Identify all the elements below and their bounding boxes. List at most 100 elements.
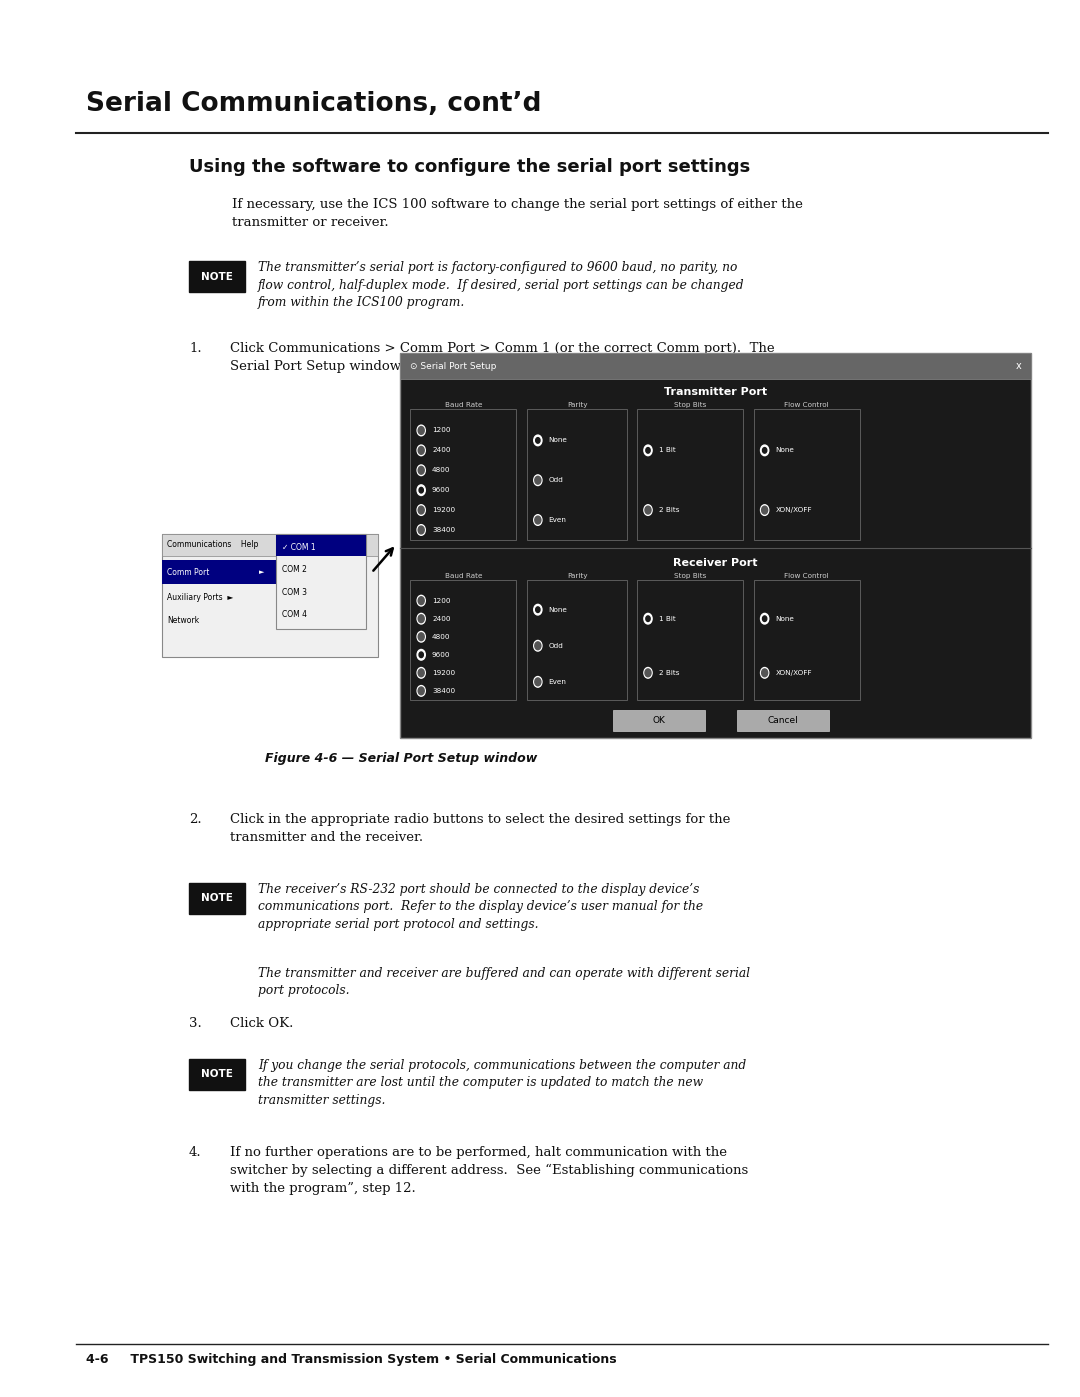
Text: 38400: 38400 [432,527,455,534]
Circle shape [418,467,424,474]
Circle shape [418,506,424,514]
FancyArrowPatch shape [374,549,393,570]
Circle shape [534,676,542,687]
Text: COM 2: COM 2 [282,566,307,574]
Text: Network: Network [167,616,200,624]
Text: COM 3: COM 3 [282,588,307,597]
Circle shape [418,426,424,434]
Text: None: None [549,437,567,443]
Text: XON/XOFF: XON/XOFF [775,507,812,513]
FancyBboxPatch shape [400,353,1031,379]
Circle shape [760,668,769,678]
Text: Using the software to configure the serial port settings: Using the software to configure the seri… [189,158,751,176]
Circle shape [417,686,426,696]
Circle shape [535,515,541,524]
Circle shape [417,485,426,496]
Circle shape [417,465,426,475]
Text: 1200: 1200 [432,598,450,604]
Text: NOTE: NOTE [201,271,233,282]
FancyBboxPatch shape [276,534,366,629]
Text: 1 Bit: 1 Bit [659,616,676,622]
Circle shape [534,514,542,525]
Circle shape [760,446,769,455]
Text: 2400: 2400 [432,616,450,622]
Text: ⊙ Serial Port Setup: ⊙ Serial Port Setup [410,362,497,370]
Text: None: None [775,447,794,454]
Text: Click Communications > Comm Port > Comm 1 (or the correct Comm port).  The
Seria: Click Communications > Comm Port > Comm … [230,342,774,373]
Circle shape [534,434,542,446]
Circle shape [417,595,426,606]
Text: Even: Even [549,679,567,685]
Text: Stop Bits: Stop Bits [674,573,706,580]
Text: The receiver’s RS-232 port should be connected to the display device’s
communica: The receiver’s RS-232 port should be con… [258,883,703,930]
Circle shape [536,606,540,612]
Text: None: None [775,616,794,622]
FancyBboxPatch shape [276,535,366,556]
Circle shape [418,597,424,605]
Circle shape [645,669,651,676]
Circle shape [645,506,651,514]
Text: None: None [549,606,567,613]
Text: Receiver Port: Receiver Port [673,559,758,569]
Text: ►: ► [259,569,265,576]
Text: Even: Even [549,517,567,522]
Circle shape [417,425,426,436]
Circle shape [644,668,652,678]
FancyBboxPatch shape [162,534,378,657]
Text: If no further operations are to be performed, halt communication with the
switch: If no further operations are to be perfo… [230,1146,748,1194]
Text: Transmitter Port: Transmitter Port [664,387,767,397]
Text: Odd: Odd [549,643,564,648]
Circle shape [536,437,540,443]
Circle shape [417,613,426,624]
Text: 3.: 3. [189,1017,202,1030]
Circle shape [535,641,541,650]
Text: Auxiliary Ports  ►: Auxiliary Ports ► [167,594,233,602]
Circle shape [417,504,426,515]
Circle shape [535,476,541,485]
Text: 19200: 19200 [432,507,455,513]
Text: 2.: 2. [189,813,202,826]
Circle shape [417,525,426,535]
Text: 9600: 9600 [432,652,450,658]
FancyBboxPatch shape [162,560,276,584]
Text: ✓ COM 1: ✓ COM 1 [282,543,315,552]
Text: Parity: Parity [567,402,588,408]
Text: The transmitter’s serial port is factory-configured to 9600 baud, no parity, no
: The transmitter’s serial port is factory… [258,261,745,309]
Text: 1200: 1200 [432,427,450,433]
Circle shape [417,668,426,678]
Text: Odd: Odd [549,478,564,483]
Circle shape [417,650,426,661]
Circle shape [417,446,426,455]
Circle shape [418,669,424,676]
Text: 38400: 38400 [432,687,455,694]
Text: Stop Bits: Stop Bits [674,402,706,408]
Circle shape [534,475,542,486]
Circle shape [534,605,542,615]
Text: 1.: 1. [189,342,202,355]
Text: NOTE: NOTE [201,1069,233,1080]
FancyBboxPatch shape [189,1059,245,1090]
Circle shape [418,527,424,534]
FancyBboxPatch shape [189,261,245,292]
Text: Comm Port: Comm Port [167,567,210,577]
Text: 1 Bit: 1 Bit [659,447,676,454]
Circle shape [644,613,652,624]
FancyBboxPatch shape [162,534,378,556]
Text: Communications    Help: Communications Help [167,541,259,549]
Text: 2 Bits: 2 Bits [659,507,679,513]
Text: Flow Control: Flow Control [784,573,829,580]
Text: Click in the appropriate radio buttons to select the desired settings for the
tr: Click in the appropriate radio buttons t… [230,813,730,844]
Text: x: x [1015,360,1022,372]
Text: If necessary, use the ICS 100 software to change the serial port settings of eit: If necessary, use the ICS 100 software t… [232,198,804,229]
Text: OK: OK [652,715,665,725]
Circle shape [762,616,767,622]
Circle shape [644,446,652,455]
Circle shape [535,678,541,686]
Text: The transmitter and receiver are buffered and can operate with different serial
: The transmitter and receiver are buffere… [258,967,751,997]
FancyBboxPatch shape [189,883,245,914]
Text: Baud Rate: Baud Rate [445,573,482,580]
Text: XON/XOFF: XON/XOFF [775,669,812,676]
Circle shape [761,506,768,514]
Circle shape [761,669,768,676]
FancyBboxPatch shape [737,710,829,731]
